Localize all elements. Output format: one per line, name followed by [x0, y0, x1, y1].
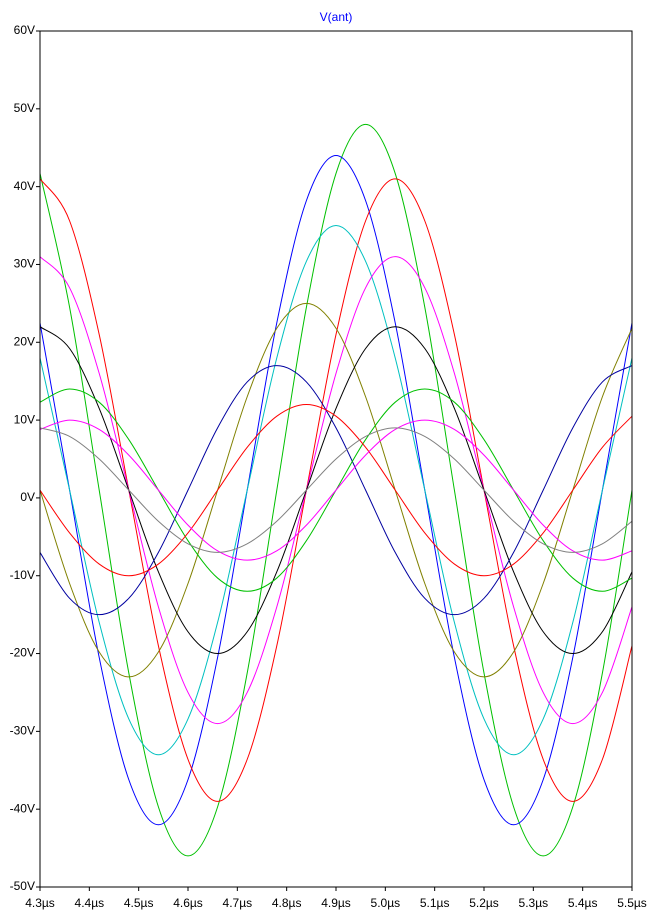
x-tick-label: 4.9µs [321, 896, 351, 910]
x-tick-label: 5.1µs [420, 896, 450, 910]
y-tick-label: 60V [14, 23, 35, 37]
plot-frame [39, 30, 633, 888]
trace [40, 404, 632, 577]
trace [40, 427, 632, 553]
y-tick-label: 30V [14, 257, 35, 271]
y-tick-label: -50V [10, 879, 35, 893]
trace [40, 155, 632, 826]
trace [40, 225, 632, 756]
trace [40, 365, 632, 616]
x-tick-label: 4.7µs [223, 896, 253, 910]
y-tick-label: 0V [20, 490, 35, 504]
trace [40, 419, 632, 561]
y-tick-label: 40V [14, 179, 35, 193]
x-tick-label: 5.4µs [568, 896, 598, 910]
trace [40, 326, 632, 655]
chart-title: V(ant) [320, 10, 353, 24]
x-tick-label: 4.3µs [25, 896, 55, 910]
y-tick-label: -30V [10, 724, 35, 738]
y-tick-label: -20V [10, 646, 35, 660]
x-tick-label: 5.3µs [519, 896, 549, 910]
y-tick-label: -10V [10, 568, 35, 582]
trace [40, 178, 632, 802]
x-tick-label: 5.5µs [617, 896, 647, 910]
y-tick-label: 20V [14, 334, 35, 348]
trace [40, 256, 632, 725]
x-tick-label: 4.5µs [124, 896, 154, 910]
x-tick-label: 5.0µs [371, 896, 401, 910]
x-tick-label: 5.2µs [469, 896, 499, 910]
y-tick-label: -40V [10, 801, 35, 815]
trace [40, 123, 632, 857]
x-tick-label: 4.4µs [75, 896, 105, 910]
y-tick-label: 10V [14, 412, 35, 426]
x-tick-label: 4.8µs [272, 896, 302, 910]
trace [40, 302, 632, 678]
y-tick-label: 50V [14, 101, 35, 115]
x-tick-label: 4.6µs [173, 896, 203, 910]
